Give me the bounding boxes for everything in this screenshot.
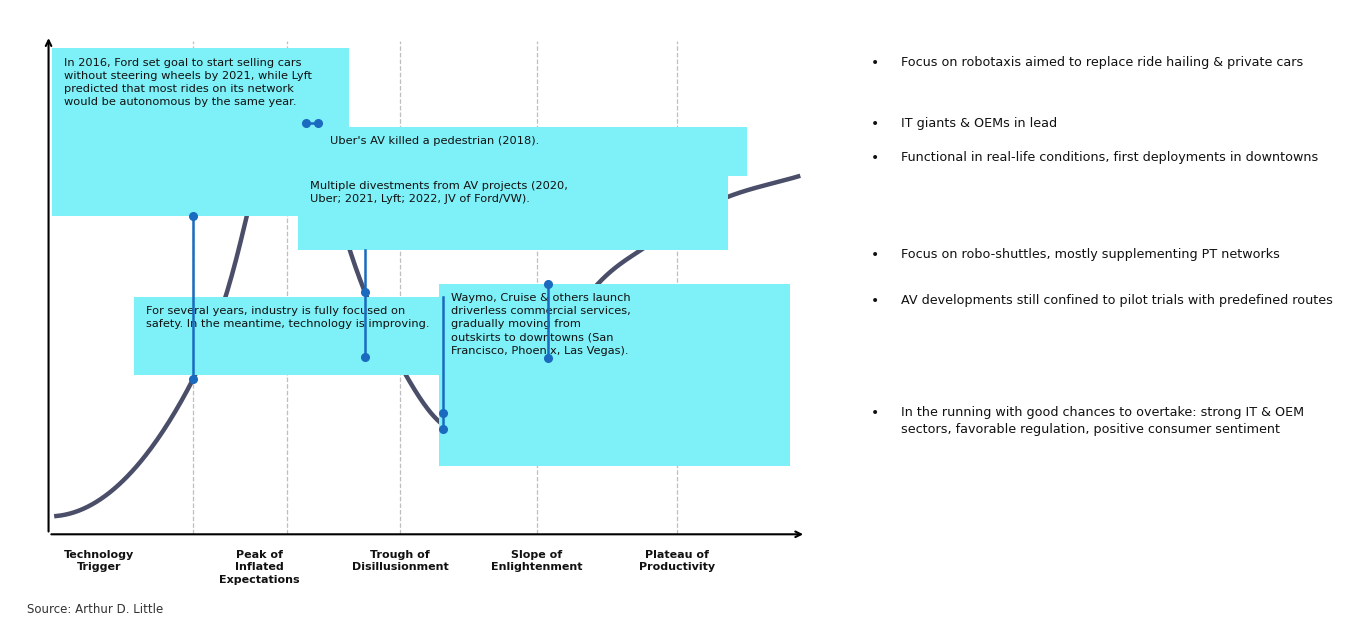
Text: In the running with good chances to overtake: strong IT & OEM sectors, favorable: In the running with good chances to over… bbox=[900, 406, 1304, 436]
Text: US/Middle East: US/Middle East bbox=[1029, 20, 1165, 35]
Text: Waymo, Cruise & others launch
driverless commercial services,
gradually moving f: Waymo, Cruise & others launch driverless… bbox=[451, 293, 630, 356]
Text: Functional in real-life conditions, first deployments in downtowns: Functional in real-life conditions, firs… bbox=[900, 151, 1317, 164]
Text: •: • bbox=[870, 117, 880, 131]
Text: Plateau of
Productivity: Plateau of Productivity bbox=[640, 550, 716, 572]
Text: IT giants & OEMs in lead: IT giants & OEMs in lead bbox=[900, 117, 1057, 130]
FancyBboxPatch shape bbox=[134, 297, 564, 375]
Text: •: • bbox=[870, 248, 880, 262]
Text: •: • bbox=[870, 56, 880, 70]
Text: Uber's AV killed a pedestrian (2018).: Uber's AV killed a pedestrian (2018). bbox=[330, 136, 539, 146]
Text: Peak of
Inflated
Expectations: Peak of Inflated Expectations bbox=[219, 550, 300, 585]
Text: Slope of
Enlightenment: Slope of Enlightenment bbox=[490, 550, 583, 572]
Text: In 2016, Ford set goal to start selling cars
without steering wheels by 2021, wh: In 2016, Ford set goal to start selling … bbox=[64, 58, 312, 108]
Text: •: • bbox=[870, 151, 880, 165]
Text: Focus on robotaxis aimed to replace ride hailing & private cars: Focus on robotaxis aimed to replace ride… bbox=[900, 56, 1302, 69]
Text: AV developments still confined to pilot trials with predefined routes: AV developments still confined to pilot … bbox=[900, 294, 1332, 307]
Text: Multiple divestments from AV projects (2020,
Uber; 2021, Lyft; 2022, JV of Ford/: Multiple divestments from AV projects (2… bbox=[310, 180, 568, 204]
Text: Technology
Trigger: Technology Trigger bbox=[64, 550, 134, 572]
Text: •: • bbox=[870, 406, 880, 420]
FancyBboxPatch shape bbox=[439, 284, 790, 466]
FancyBboxPatch shape bbox=[299, 171, 728, 249]
Text: •: • bbox=[870, 294, 880, 308]
FancyBboxPatch shape bbox=[318, 127, 747, 177]
FancyBboxPatch shape bbox=[53, 49, 349, 216]
Text: Trough of
Disillusionment: Trough of Disillusionment bbox=[352, 550, 448, 572]
Text: For several years, industry is fully focused on
safety. In the meantime, technol: For several years, industry is fully foc… bbox=[147, 306, 429, 329]
Text: China: China bbox=[1071, 372, 1123, 387]
Text: Source: Arthur D. Little: Source: Arthur D. Little bbox=[27, 603, 163, 616]
Text: Europe/SEA: Europe/SEA bbox=[1046, 215, 1149, 230]
Text: Focus on robo-shuttles, mostly supplementing PT networks: Focus on robo-shuttles, mostly supplemen… bbox=[900, 248, 1279, 261]
